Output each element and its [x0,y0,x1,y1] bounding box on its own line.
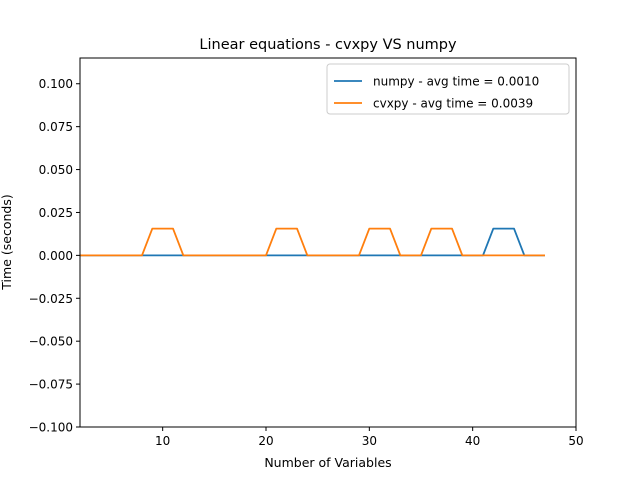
y-tick-label: −0.100 [29,421,73,435]
plot-frame [79,57,577,428]
legend: numpy - avg time = 0.0010 cvxpy - avg tim… [326,63,570,115]
chart-title: Linear equations - cvxpy VS numpy [199,37,457,53]
y-tick-label: 0.000 [39,249,73,263]
y-axis-ticks: −0.100 −0.075 −0.050 −0.025 0.000 0.025 0.050 0… [29,77,80,435]
y-tick-label: −0.025 [29,292,73,306]
y-tick-label: 0.050 [39,163,73,177]
series-line-cvxpy [80,227,545,257]
x-tick-label: 40 [465,434,480,448]
series-lines [80,227,545,257]
x-tick-label: 10 [155,434,170,448]
y-tick-label: −0.075 [29,378,73,392]
y-tick-label: 0.075 [39,120,73,134]
x-axis-ticks: 10 20 30 40 50 [155,427,584,448]
x-tick-label: 50 [568,434,583,448]
y-axis-label: Time (seconds) [0,194,14,290]
x-axis-label: Number of Variables [264,455,391,470]
legend-label: cvxpy - avg time = 0.0039 [373,97,533,111]
y-tick-label: −0.050 [29,335,73,349]
y-tick-label: 0.100 [39,77,73,91]
x-tick-label: 30 [362,434,377,448]
legend-box [326,63,570,115]
legend-label: numpy - avg time = 0.0010 [373,75,539,89]
x-tick-label: 20 [258,434,273,448]
y-tick-label: 0.025 [39,206,73,220]
